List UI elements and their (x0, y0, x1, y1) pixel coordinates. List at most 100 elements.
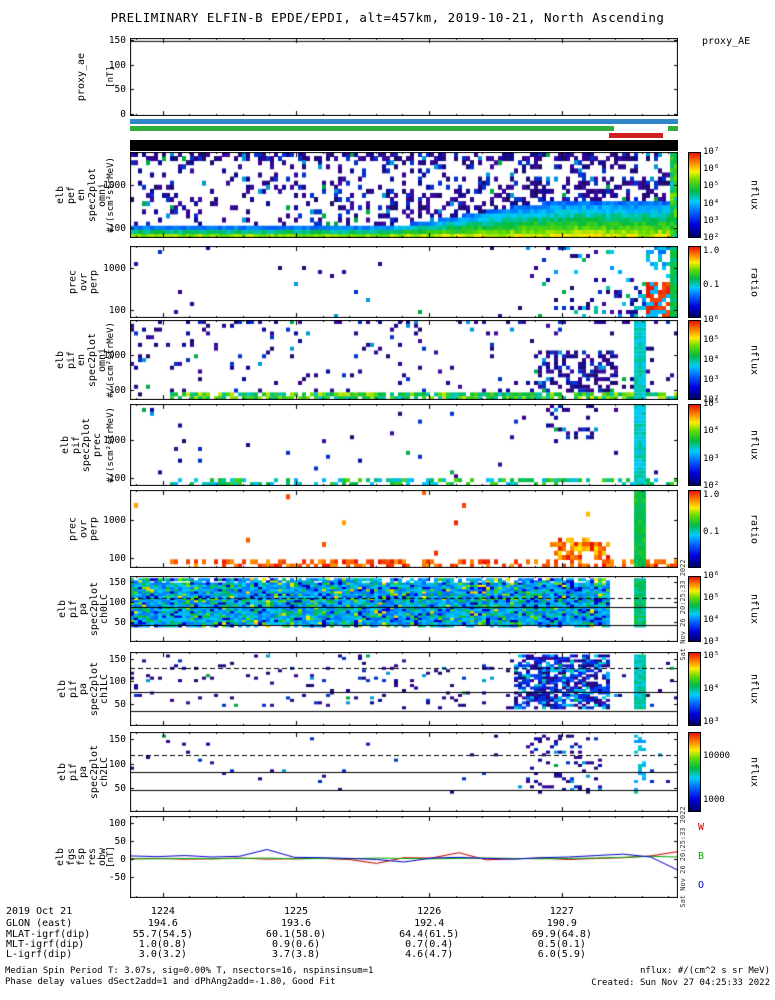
cblabel-pif_en_omni: nflux (748, 344, 760, 376)
cbtick-pef_en_omni-2: 10⁵ (703, 181, 720, 192)
axis-time-1226: 1226 (417, 906, 442, 917)
axis-value-2-1: 0.9(0.6) (271, 939, 321, 950)
ylabel-proxy: proxy_ae (75, 52, 87, 102)
axis-time-1227: 1227 (549, 906, 574, 917)
axis-row-label-0: GLON (east) (6, 918, 73, 929)
ytick-pef_ratio-0: 1000 (103, 263, 126, 275)
cbtick-pif_prec-3: 10² (703, 481, 720, 491)
ytick-ch2-2: 50 (114, 782, 126, 794)
cblabel-pef_ratio: ratio (748, 266, 760, 298)
legend-W: W (698, 822, 705, 834)
cbtick-ch1-1: 10⁴ (703, 684, 720, 694)
cbtick-ch1-2: 10³ (703, 717, 720, 728)
lineplot-proxy (130, 38, 678, 116)
cbtick-ch0-3: 10³ (703, 637, 720, 647)
ytick-pif_en_omni-1: 100 (108, 385, 126, 396)
spectrogram-pef_en_omni (130, 152, 678, 238)
spectrogram-pif_prec (130, 404, 678, 486)
axis-value-1-0: 55.7(54.5) (132, 929, 193, 940)
ytick-mag-1: 50 (114, 835, 126, 847)
axis-value-2-0: 1.0(0.8) (138, 939, 187, 950)
cblabel-pif_ratio: ratio (748, 513, 760, 545)
cbtick-pef_ratio-1: 0.1 (703, 279, 720, 290)
axis-value-0-1: 193.6 (280, 918, 312, 929)
axis-time-1225: 1225 (283, 906, 309, 917)
axis-value-3-3: 6.0(5.9) (537, 949, 586, 960)
cblabel-pef_en_omni: nflux (748, 179, 760, 211)
ytick-ch0-0: 150 (108, 577, 126, 588)
cbtick-pif_en_omni-2: 10⁴ (703, 355, 720, 365)
status-bar-green (130, 126, 614, 131)
proxy-ae-label: proxy_AE (702, 36, 751, 47)
cbtick-ch0-0: 10⁶ (703, 571, 720, 581)
axis-value-1-1: 60.1(58.0) (265, 929, 327, 940)
axis-value-3-1: 3.7(3.8) (271, 949, 321, 960)
cbtick-pif_en_omni-3: 10³ (703, 375, 720, 385)
axis-time-1224: 1224 (150, 906, 175, 917)
legend-B: B (698, 851, 705, 862)
ytick-ch1-1: 100 (108, 676, 126, 688)
ytick-pif_ratio-1: 100 (108, 552, 126, 564)
cbtick-pif_en_omni-0: 10⁶ (703, 315, 720, 325)
cblabel-ch2: nflux (748, 756, 760, 788)
cbtick-pif_ratio-0: 1.0 (703, 490, 720, 501)
cbtick-ch2-0: 10000 (703, 751, 731, 761)
ytick-pef_ratio-1: 100 (108, 305, 126, 317)
ytick-ch1-2: 50 (114, 698, 126, 710)
cbtick-pif_en_omni-1: 10⁵ (703, 335, 720, 345)
ytick-pef_en_omni-0: 1000 (103, 180, 126, 192)
cbtick-ch0-1: 10⁵ (703, 592, 720, 603)
colorbar-pif_en_omni (688, 320, 701, 400)
status-bar-green (668, 126, 678, 131)
spectrogram-pif_ratio (130, 490, 678, 568)
attitude-bar-blue (130, 119, 678, 124)
cblabel-ch1: nflux (748, 673, 760, 705)
spectrogram-ch1 (130, 652, 678, 726)
cbtick-pif_prec-0: 10⁵ (703, 399, 720, 409)
cblabel-pif_prec: nflux (748, 429, 760, 461)
colorbar-ch1 (688, 652, 701, 726)
ytick-proxy-0: 150 (108, 35, 126, 47)
ytick-proxy-1: 100 (108, 59, 126, 71)
ytick-ch1-0: 150 (108, 653, 126, 665)
plot-title: PRELIMINARY ELFIN-B EPDE/EPDI, alt=457km… (110, 10, 665, 25)
axis-value-0-0: 194.6 (147, 918, 178, 929)
spectrogram-ch2 (130, 732, 678, 812)
cbtick-pif_prec-1: 10⁴ (703, 426, 720, 437)
colorbar-ch0 (688, 576, 701, 642)
ytick-pif_prec-0: 1000 (103, 435, 126, 447)
colorbar-ch2 (688, 732, 701, 812)
ytick-mag-3: -50 (108, 871, 126, 883)
ytick-pif_prec-1: 100 (108, 472, 126, 484)
ytick-proxy-3: 0 (120, 108, 126, 120)
cbtick-pef_en_omni-3: 10⁴ (703, 198, 720, 209)
axis-row-label-2: MLT-igrf(dip) (6, 939, 85, 950)
footer-created: Created: Sun Nov 27 04:25:33 2022 (591, 978, 770, 988)
ytick-pif_ratio-0: 1000 (103, 515, 126, 527)
cbtick-ch0-2: 10⁴ (703, 615, 720, 626)
status-bar-red (608, 133, 663, 138)
ytick-pef_en_omni-1: 100 (108, 223, 126, 235)
legend-O: O (698, 879, 705, 891)
colorbar-pef_ratio (688, 246, 701, 318)
ytick-mag-0: 100 (108, 818, 126, 830)
colorbar-pif_prec (688, 404, 701, 486)
cblabel-ch0: nflux (748, 593, 760, 625)
axis-row-label-1: MLAT-igrf(dip) (6, 929, 91, 940)
ytick-ch0-1: 100 (108, 597, 126, 608)
cbtick-pef_en_omni-5: 10² (703, 233, 720, 243)
spectrogram-pif_en_omni (130, 320, 678, 400)
axis-date: 2019 Oct 21 (6, 906, 73, 917)
cbtick-pef_en_omni-0: 10⁷ (703, 147, 720, 157)
cbtick-ch1-0: 10⁵ (703, 650, 720, 661)
axis-value-1-3: 69.9(64.8) (531, 929, 592, 940)
cbtick-pif_ratio-1: 0.1 (703, 527, 720, 538)
ytick-mag-2: 0 (120, 853, 126, 865)
axis-value-3-2: 4.6(4.7) (405, 949, 454, 960)
cbtick-pef_en_omni-1: 10⁶ (703, 164, 720, 175)
axis-row-label-3: L-igrf(dip) (6, 949, 73, 960)
cbtick-ch2-1: 1000 (703, 795, 725, 805)
spectrogram-ch0 (130, 576, 678, 642)
cbtick-pif_en_omni-4: 10² (703, 395, 720, 405)
